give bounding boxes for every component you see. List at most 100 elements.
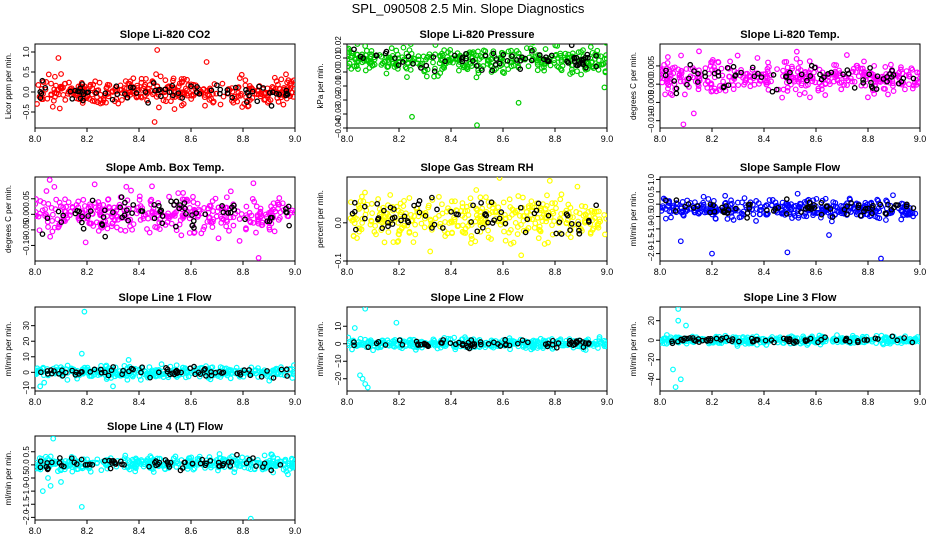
data-point [541,241,548,247]
x-tick-label: 8.2 [81,526,94,536]
data-point [565,51,572,58]
reference-point [192,371,199,378]
reference-point [673,85,680,92]
reference-point [57,455,63,461]
reference-point [860,79,867,86]
data-point [98,467,105,474]
reference-point [102,369,108,376]
reference-point [203,373,209,379]
data-point [347,45,352,52]
data-point [246,82,253,89]
data-point [384,210,391,217]
data-point [56,105,63,112]
data-point [347,54,354,61]
reference-point [188,83,194,89]
data-point [36,455,43,462]
data-point [400,203,407,210]
data-point [538,65,545,71]
data-point [95,199,102,205]
reference-point [150,80,157,86]
reference-point [267,214,274,221]
data-point [815,85,822,92]
data-point [114,224,120,231]
reference-point [175,90,182,96]
data-point [48,80,54,87]
y-tick-label: 1.0 [22,46,31,58]
reference-point [749,64,756,71]
data-point [712,215,719,222]
outlier-point [354,44,361,47]
reference-point [710,202,717,208]
data-point [473,74,480,81]
data-point [759,338,766,345]
y-tick-label: −0.01 [334,75,343,96]
data-point [783,58,790,65]
reference-point [459,54,466,61]
reference-point [822,334,828,341]
data-point [834,77,841,84]
x-tick-label: 8.6 [810,397,823,407]
data-point [592,55,598,62]
data-point [291,368,295,375]
outlier-point [364,384,371,391]
reference-point [783,74,789,81]
data-point [851,78,858,85]
data-point [535,235,542,242]
reference-point [798,209,804,215]
data-point [161,89,168,96]
reference-point [533,207,540,214]
data-point [257,205,264,212]
data-point [726,73,733,80]
data-point [525,63,532,70]
data-point [720,78,726,85]
data-point [676,74,683,81]
data-point [549,200,555,207]
reference-point [463,342,470,349]
reference-point [276,91,282,98]
reference-point [746,205,752,211]
reference-point [855,204,862,211]
data-point [756,207,763,214]
data-point [906,81,912,88]
reference-point [410,60,416,67]
reference-point [217,86,224,93]
data-point [50,97,57,104]
data-point [418,61,424,68]
data-point [887,61,894,68]
data-point [418,220,425,227]
reference-point [769,88,776,95]
data-point [769,334,775,340]
reference-point [451,52,458,59]
y-tick-label: −0.1 [334,253,343,269]
chart-panel-3: Slope Li-820 Temp.8.0 8.2 8.4 8.6 8.8 9.0−0.0… [629,29,926,144]
reference-point [39,231,46,237]
data-point [66,79,72,86]
reference-point [780,335,787,342]
reference-point [118,194,125,200]
panel-title: Slope Line 4 (LT) Flow [107,421,223,433]
reference-point [556,219,563,226]
data-point [831,62,837,68]
data-point [798,82,805,89]
data-point [234,98,241,105]
reference-point [261,460,268,467]
data-point [401,222,407,229]
data-point [144,459,150,465]
data-point [82,239,89,246]
reference-point [684,81,690,88]
data-point [200,86,207,92]
data-point [173,227,180,234]
data-point [242,77,249,84]
data-point [43,188,50,194]
data-point [792,86,799,93]
x-tick-label: 8.2 [706,397,719,407]
x-tick-label: 8.2 [393,397,406,407]
data-point [514,231,521,237]
reference-point [108,367,115,374]
data-point [512,208,518,215]
reference-point [72,371,79,378]
data-point [168,98,174,105]
data-point [908,65,915,72]
reference-point [713,335,720,342]
